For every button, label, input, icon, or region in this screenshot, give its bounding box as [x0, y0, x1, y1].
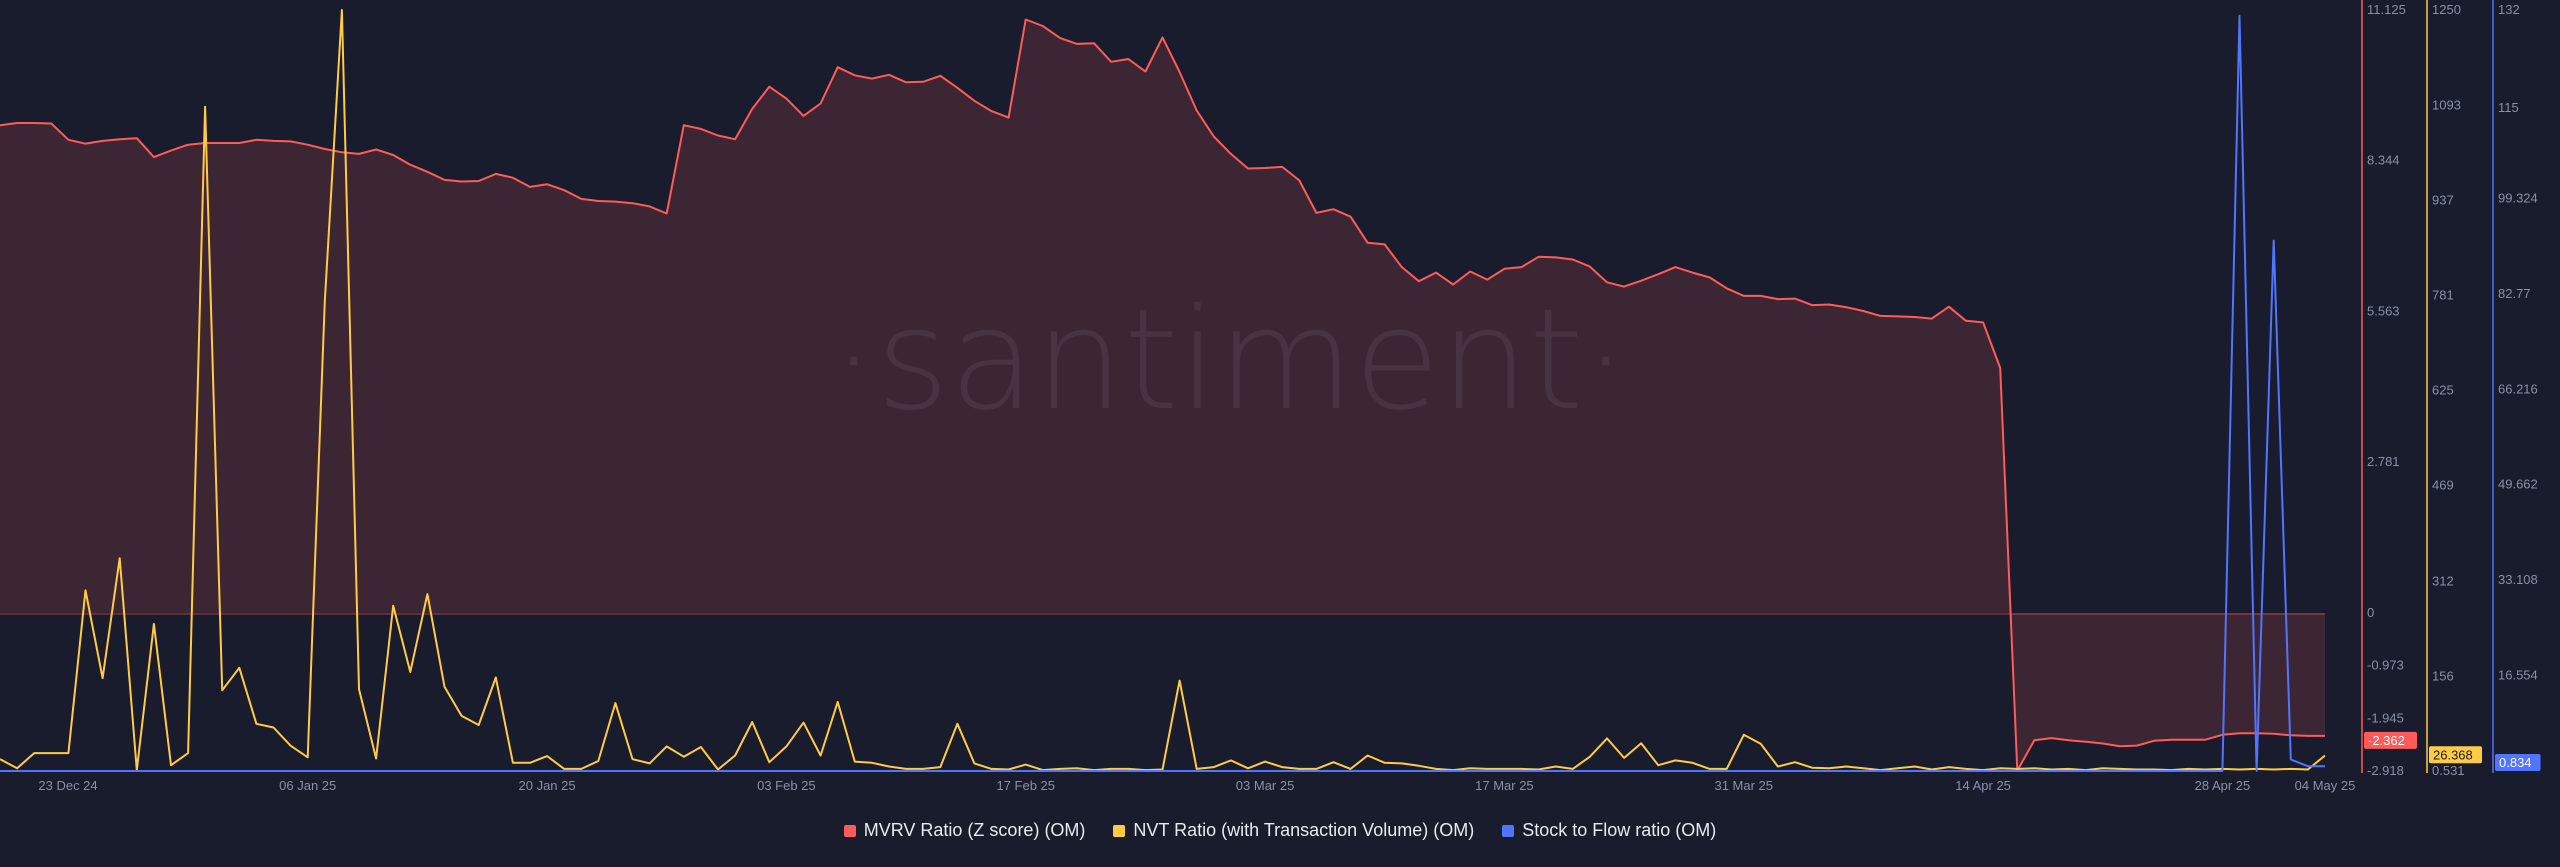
current-value-badge-s2f — [2495, 754, 2541, 771]
x-tick-label: 20 Jan 25 — [519, 778, 576, 793]
x-tick-label: 31 Mar 25 — [1714, 778, 1773, 793]
current-value-badge-nvt — [2429, 746, 2482, 764]
y-tick-label-mvrv: 0 — [2367, 605, 2374, 620]
y-tick-label-mvrv: 5.563 — [2367, 303, 2400, 318]
y-tick-label-s2f: 16.554 — [2498, 668, 2538, 683]
x-tick-label: 04 May 25 — [2295, 778, 2356, 793]
legend-swatch-mvrv — [843, 824, 856, 837]
legend-item-s2f[interactable]: Stock to Flow ratio (OM) — [1502, 820, 1716, 841]
y-tick-label-mvrv: -1.945 — [2367, 710, 2404, 725]
y-tick-label-mvrv: 11.125 — [2367, 2, 2406, 17]
x-tick-label: 17 Mar 25 — [1475, 778, 1534, 793]
y-tick-label-nvt: 0.531 — [2432, 763, 2465, 778]
y-tick-label-nvt: 781 — [2432, 288, 2454, 303]
x-tick-label: 03 Mar 25 — [1236, 778, 1295, 793]
legend-label-nvt: NVT Ratio (with Transaction Volume) (OM) — [1133, 820, 1475, 840]
current-value-badge-mvrv — [2364, 731, 2417, 749]
y-tick-label-s2f: 82.77 — [2498, 286, 2531, 301]
y-tick-label-nvt: 1093 — [2432, 98, 2461, 113]
y-tick-label-mvrv: 8.344 — [2367, 153, 2400, 168]
series-line-nvt — [0, 9, 2326, 772]
legend-swatch-nvt — [1113, 824, 1126, 837]
y-tick-label-nvt: 937 — [2432, 193, 2454, 208]
current-value-label-s2f: 0.834 — [2499, 755, 2532, 770]
y-tick-label-nvt: 312 — [2432, 573, 2454, 588]
y-tick-label-nvt: 1250 — [2432, 2, 2461, 17]
y-tick-label-s2f: 49.662 — [2498, 477, 2538, 492]
legend-item-nvt[interactable]: NVT Ratio (with Transaction Volume) (OM) — [1113, 820, 1474, 841]
x-tick-label: 28 Apr 25 — [2195, 778, 2251, 793]
y-tick-label-s2f: 132 — [2498, 2, 2520, 17]
y-tick-label-nvt: 156 — [2432, 668, 2454, 683]
x-tick-label: 17 Feb 25 — [996, 778, 1055, 793]
series-line-mvrv — [0, 18, 2325, 772]
current-value-label-nvt: 26.368 — [2433, 747, 2473, 762]
x-tick-label: 23 Dec 24 — [38, 778, 97, 793]
y-tick-label-s2f: 33.108 — [2498, 572, 2538, 587]
y-tick-label-s2f: 115 — [2498, 100, 2519, 115]
y-tick-label-s2f: 99.324 — [2498, 190, 2538, 205]
x-tick-label: 06 Jan 25 — [279, 778, 336, 793]
series-line-s2f — [0, 14, 2325, 772]
series-area-mvrv — [0, 19, 2325, 771]
y-tick-label-nvt: 625 — [2432, 383, 2454, 398]
y-tick-label-s2f: 66.216 — [2498, 381, 2538, 396]
santiment-watermark: ·santiment· — [832, 279, 1628, 442]
y-tick-label-mvrv: -2.918 — [2367, 763, 2404, 778]
y-tick-label-mvrv: -0.973 — [2367, 658, 2404, 673]
legend-label-mvrv: MVRV Ratio (Z score) (OM) — [863, 820, 1086, 840]
x-tick-label: 14 Apr 25 — [1955, 778, 2011, 793]
legend-label-s2f: Stock to Flow ratio (OM) — [1522, 820, 1717, 840]
x-tick-label: 03 Feb 25 — [757, 778, 816, 793]
legend-swatch-s2f — [1502, 824, 1515, 837]
legend-item-mvrv[interactable]: MVRV Ratio (Z score) (OM) — [843, 820, 1086, 841]
y-tick-label-nvt: 469 — [2432, 478, 2454, 493]
current-value-label-mvrv: -2.362 — [2368, 733, 2405, 748]
chart-legend: MVRV Ratio (Z score) (OM) NVT Ratio (wit… — [0, 820, 2560, 841]
y-tick-label-mvrv: 2.781 — [2367, 454, 2400, 469]
